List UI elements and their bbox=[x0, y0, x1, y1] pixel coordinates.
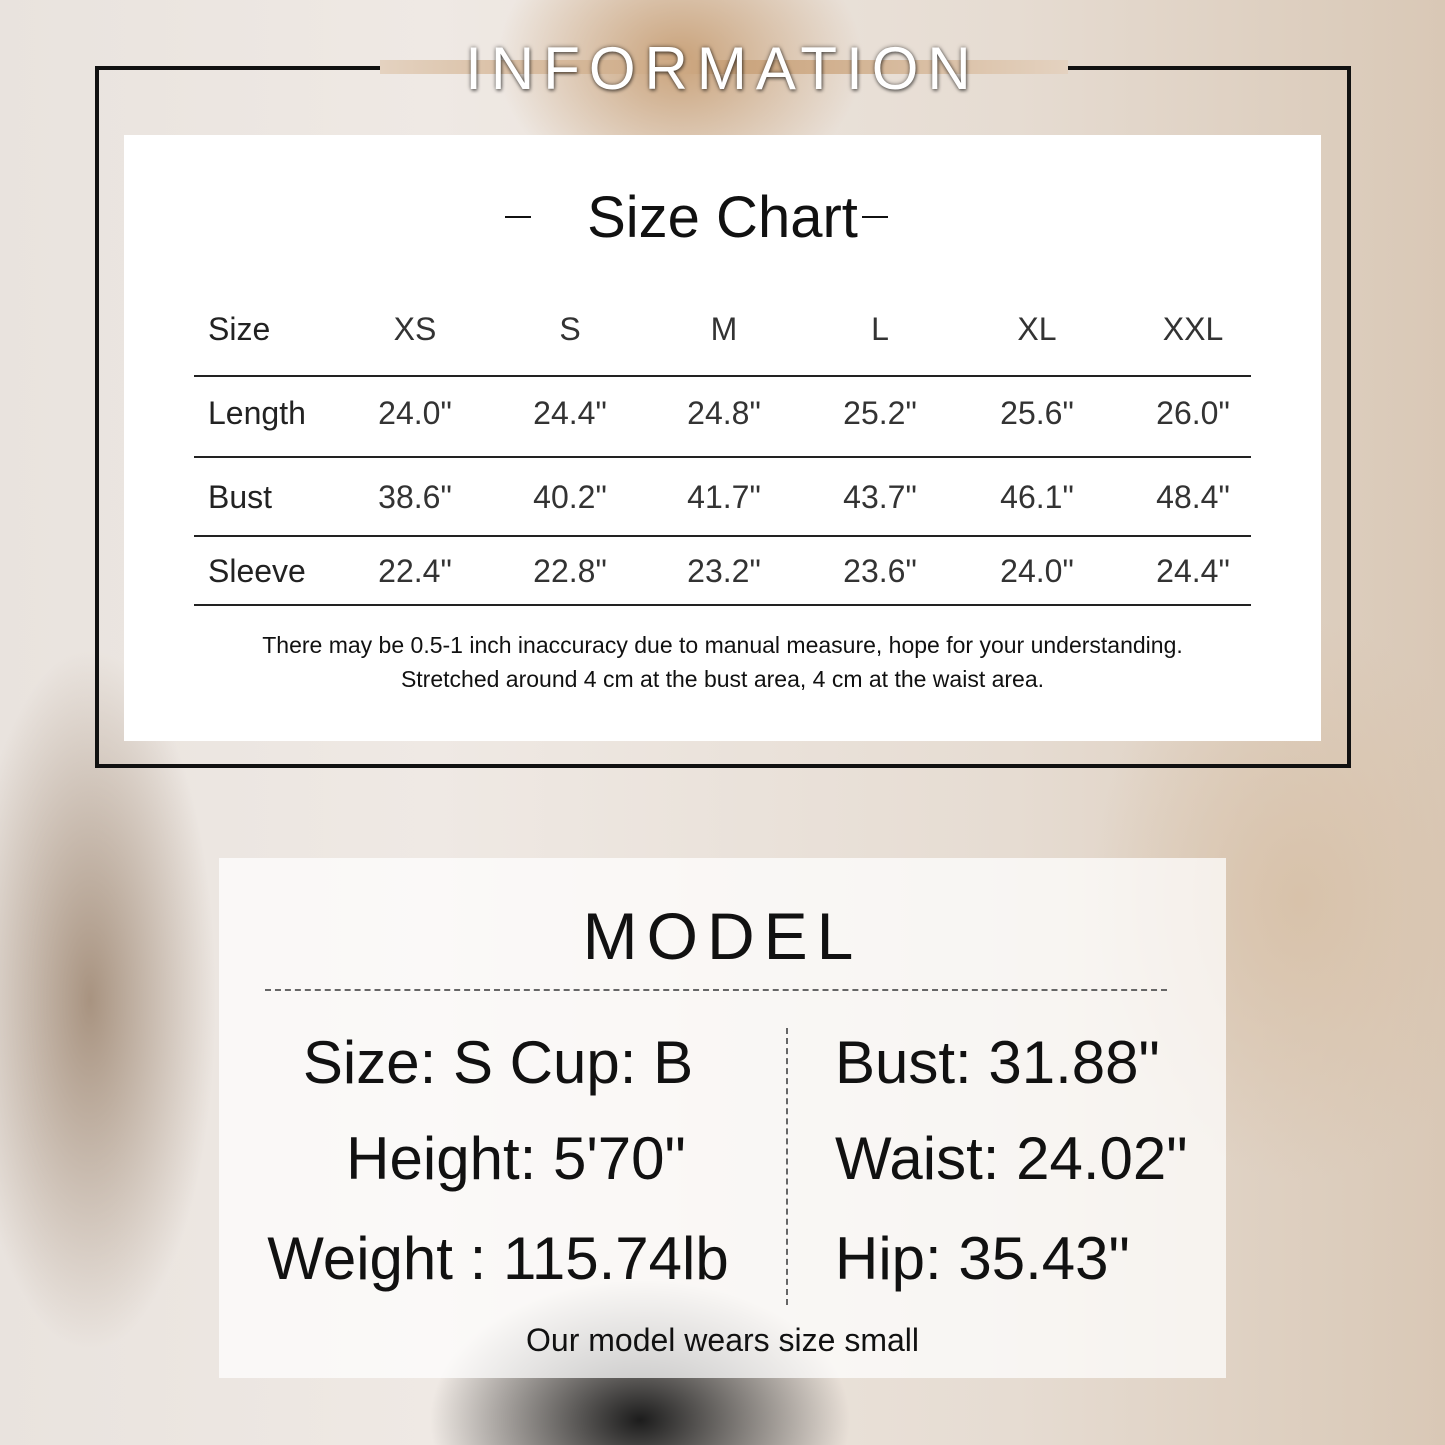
table-cell: 40.2" bbox=[533, 479, 607, 515]
title-dash-right bbox=[862, 216, 888, 218]
model-height: Height: 5'70" bbox=[346, 1125, 686, 1192]
table-cell: 23.6" bbox=[843, 553, 917, 589]
size-chart-panel bbox=[124, 135, 1321, 741]
model-bust: Bust: 31.88" bbox=[835, 1029, 1160, 1096]
model-vertical-divider bbox=[786, 1028, 788, 1305]
model-waist: Waist: 24.02" bbox=[835, 1125, 1188, 1192]
header-cell: S bbox=[559, 311, 581, 347]
table-rule bbox=[194, 456, 1251, 458]
note-line-2: Stretched around 4 cm at the bust area, … bbox=[400, 666, 1045, 692]
table-cell: 24.8" bbox=[687, 395, 761, 431]
header-cell: XXL bbox=[1162, 311, 1224, 347]
table-cell: 24.4" bbox=[1156, 553, 1230, 589]
model-title: MODEL bbox=[582, 899, 863, 973]
header-cell: XL bbox=[1017, 311, 1057, 347]
table-cell: 38.6" bbox=[378, 479, 452, 515]
table-cell: 24.0" bbox=[378, 395, 452, 431]
model-hip: Hip: 35.43" bbox=[835, 1225, 1130, 1292]
table-cell: 43.7" bbox=[843, 479, 917, 515]
note-line-1: There may be 0.5-1 inch inaccuracy due t… bbox=[262, 632, 1183, 658]
header-cell: XS bbox=[393, 311, 437, 347]
table-cell: 23.2" bbox=[687, 553, 761, 589]
row-label: Bust bbox=[208, 479, 273, 515]
table-cell: 25.2" bbox=[843, 395, 917, 431]
table-rule bbox=[194, 375, 1251, 377]
table-cell: 41.7" bbox=[687, 479, 761, 515]
header-cell: M bbox=[710, 311, 738, 347]
table-cell: 24.4" bbox=[533, 395, 607, 431]
table-cell: 48.4" bbox=[1156, 479, 1230, 515]
frame-gap bbox=[380, 60, 1068, 74]
title-dash-left bbox=[505, 216, 531, 218]
model-panel bbox=[219, 858, 1226, 1378]
header-cell: L bbox=[871, 311, 889, 347]
row-label: Length bbox=[208, 395, 306, 431]
table-cell: 24.0" bbox=[1000, 553, 1074, 589]
table-cell: 22.8" bbox=[533, 553, 607, 589]
table-cell: 22.4" bbox=[378, 553, 452, 589]
table-cell: 25.6" bbox=[1000, 395, 1074, 431]
size-chart-title: Size Chart bbox=[587, 185, 858, 250]
model-divider bbox=[265, 989, 1167, 991]
table-cell: 26.0" bbox=[1156, 395, 1230, 431]
header-label: Size bbox=[208, 311, 271, 347]
row-label: Sleeve bbox=[208, 553, 306, 589]
model-size-cup: Size: S Cup: B bbox=[302, 1029, 694, 1096]
table-cell: 46.1" bbox=[1000, 479, 1074, 515]
model-footer: Our model wears size small bbox=[526, 1322, 919, 1358]
table-rule bbox=[194, 604, 1251, 606]
table-rule bbox=[194, 535, 1251, 537]
information-title: INFORMATION bbox=[465, 35, 980, 102]
model-weight: Weight : 115.74lb bbox=[267, 1225, 729, 1292]
